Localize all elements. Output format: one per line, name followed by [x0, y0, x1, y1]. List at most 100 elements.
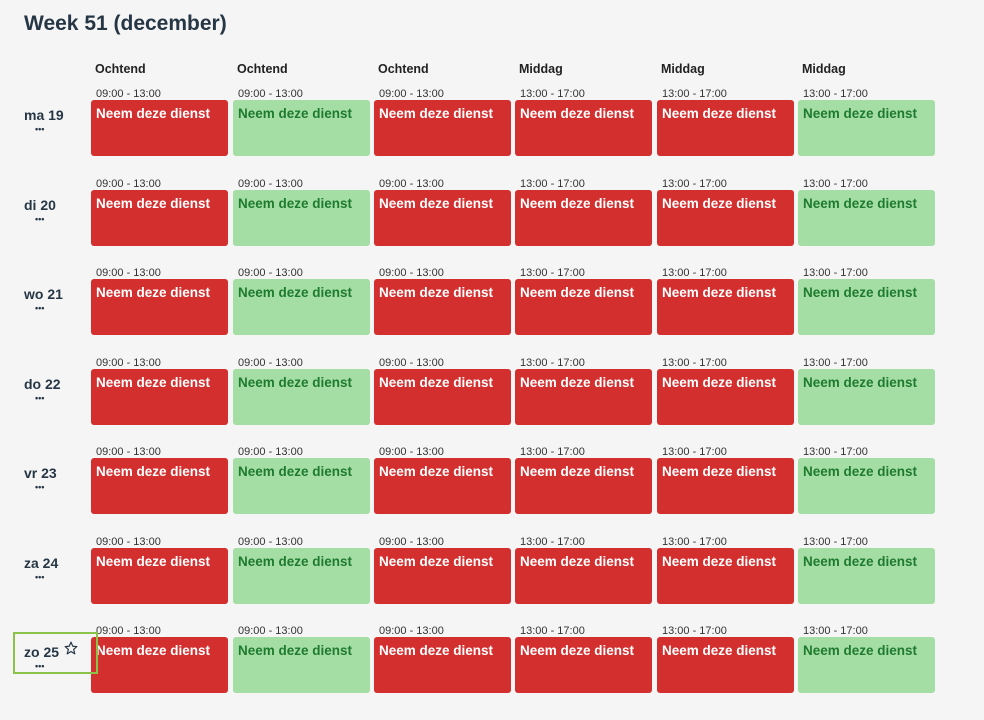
shift-time: 13:00 - 17:00 — [803, 178, 868, 190]
take-shift-button[interactable]: Neem deze dienst — [91, 190, 228, 246]
take-shift-button[interactable]: Neem deze dienst — [798, 548, 935, 604]
day-row: vr 23 ••• 09:00 - 13:00 Neem deze dienst 09:… — [0, 446, 984, 514]
take-shift-button[interactable]: Neem deze dienst — [233, 369, 370, 425]
shift-time: 09:00 - 13:00 — [96, 267, 161, 279]
shift-time: 13:00 - 17:00 — [520, 536, 585, 548]
day-label: zo 25 — [24, 644, 60, 660]
column-header: Ochtend — [237, 62, 288, 76]
take-shift-button[interactable]: Neem deze dienst — [657, 458, 794, 514]
day-label: vr 23 — [24, 465, 57, 481]
shift-time: 13:00 - 17:00 — [803, 88, 868, 100]
take-shift-button[interactable]: Neem deze dienst — [374, 100, 511, 156]
take-shift-button[interactable]: Neem deze dienst — [91, 279, 228, 335]
shift-time: 09:00 - 13:00 — [96, 446, 161, 458]
day-label: do 22 — [24, 376, 61, 392]
take-shift-button[interactable]: Neem deze dienst — [233, 548, 370, 604]
take-shift-button[interactable]: Neem deze dienst — [374, 458, 511, 514]
take-shift-button[interactable]: Neem deze dienst — [798, 637, 935, 693]
more-options-button[interactable]: ••• — [35, 393, 45, 403]
more-options-button[interactable]: ••• — [35, 303, 45, 313]
take-shift-button[interactable]: Neem deze dienst — [657, 279, 794, 335]
take-shift-button[interactable]: Neem deze dienst — [515, 190, 652, 246]
shift-time: 09:00 - 13:00 — [238, 625, 303, 637]
more-options-button[interactable]: ••• — [35, 661, 45, 671]
shift-time: 09:00 - 13:00 — [379, 625, 444, 637]
shift-time: 13:00 - 17:00 — [520, 446, 585, 458]
column-header: Ochtend — [378, 62, 429, 76]
take-shift-button[interactable]: Neem deze dienst — [515, 279, 652, 335]
take-shift-button[interactable]: Neem deze dienst — [657, 548, 794, 604]
take-shift-button[interactable]: Neem deze dienst — [91, 458, 228, 514]
take-shift-button[interactable]: Neem deze dienst — [91, 369, 228, 425]
shift-time: 09:00 - 13:00 — [238, 178, 303, 190]
take-shift-button[interactable]: Neem deze dienst — [515, 637, 652, 693]
day-row: ma 19 ••• 09:00 - 13:00 Neem deze dienst 09:… — [0, 88, 984, 156]
take-shift-button[interactable]: Neem deze dienst — [657, 100, 794, 156]
shift-time: 13:00 - 17:00 — [520, 357, 585, 369]
take-shift-button[interactable]: Neem deze dienst — [91, 100, 228, 156]
take-shift-button[interactable]: Neem deze dienst — [515, 458, 652, 514]
more-options-button[interactable]: ••• — [35, 214, 45, 224]
shift-time: 09:00 - 13:00 — [238, 357, 303, 369]
column-header-row: Ochtend Ochtend Ochtend Middag Middag Middag — [0, 62, 984, 78]
take-shift-button[interactable]: Neem deze dienst — [657, 190, 794, 246]
shift-time: 09:00 - 13:00 — [379, 88, 444, 100]
day-row: do 22 ••• 09:00 - 13:00 Neem deze dienst 09:… — [0, 357, 984, 425]
take-shift-button[interactable]: Neem deze dienst — [233, 190, 370, 246]
shift-time: 13:00 - 17:00 — [520, 88, 585, 100]
take-shift-button[interactable]: Neem deze dienst — [798, 190, 935, 246]
more-options-button[interactable]: ••• — [35, 572, 45, 582]
shift-time: 13:00 - 17:00 — [803, 446, 868, 458]
shift-time: 09:00 - 13:00 — [96, 625, 161, 637]
shift-time: 13:00 - 17:00 — [803, 536, 868, 548]
shift-time: 13:00 - 17:00 — [662, 267, 727, 279]
take-shift-button[interactable]: Neem deze dienst — [798, 369, 935, 425]
shift-time: 09:00 - 13:00 — [96, 536, 161, 548]
shift-time: 09:00 - 13:00 — [96, 357, 161, 369]
shift-time: 09:00 - 13:00 — [96, 88, 161, 100]
shift-time: 09:00 - 13:00 — [379, 446, 444, 458]
take-shift-button[interactable]: Neem deze dienst — [515, 548, 652, 604]
day-row: za 24 ••• 09:00 - 13:00 Neem deze dienst 09:… — [0, 536, 984, 604]
take-shift-button[interactable]: Neem deze dienst — [798, 100, 935, 156]
take-shift-button[interactable]: Neem deze dienst — [374, 637, 511, 693]
day-highlight-box — [13, 632, 98, 674]
take-shift-button[interactable]: Neem deze dienst — [233, 458, 370, 514]
shift-time: 09:00 - 13:00 — [238, 267, 303, 279]
day-row: wo 21 ••• 09:00 - 13:00 Neem deze dienst 09:… — [0, 267, 984, 335]
column-header: Middag — [519, 62, 563, 76]
shift-time: 13:00 - 17:00 — [520, 267, 585, 279]
shift-time: 13:00 - 17:00 — [662, 357, 727, 369]
take-shift-button[interactable]: Neem deze dienst — [798, 279, 935, 335]
take-shift-button[interactable]: Neem deze dienst — [233, 637, 370, 693]
day-label: za 24 — [24, 555, 59, 571]
page-title: Week 51 (december) — [24, 12, 227, 35]
take-shift-button[interactable]: Neem deze dienst — [374, 190, 511, 246]
shift-time: 09:00 - 13:00 — [379, 267, 444, 279]
take-shift-button[interactable]: Neem deze dienst — [233, 100, 370, 156]
take-shift-button[interactable]: Neem deze dienst — [374, 369, 511, 425]
shift-time: 13:00 - 17:00 — [520, 625, 585, 637]
take-shift-button[interactable]: Neem deze dienst — [798, 458, 935, 514]
take-shift-button[interactable]: Neem deze dienst — [91, 548, 228, 604]
star-icon[interactable] — [64, 641, 78, 655]
shift-time: 09:00 - 13:00 — [238, 88, 303, 100]
take-shift-button[interactable]: Neem deze dienst — [515, 369, 652, 425]
take-shift-button[interactable]: Neem deze dienst — [374, 279, 511, 335]
take-shift-button[interactable]: Neem deze dienst — [91, 637, 228, 693]
shift-time: 09:00 - 13:00 — [379, 178, 444, 190]
take-shift-button[interactable]: Neem deze dienst — [515, 100, 652, 156]
shift-time: 13:00 - 17:00 — [803, 267, 868, 279]
more-options-button[interactable]: ••• — [35, 482, 45, 492]
shift-time: 09:00 - 13:00 — [238, 446, 303, 458]
take-shift-button[interactable]: Neem deze dienst — [657, 637, 794, 693]
take-shift-button[interactable]: Neem deze dienst — [657, 369, 794, 425]
shift-time: 13:00 - 17:00 — [520, 178, 585, 190]
shift-time: 13:00 - 17:00 — [662, 625, 727, 637]
take-shift-button[interactable]: Neem deze dienst — [374, 548, 511, 604]
shift-time: 13:00 - 17:00 — [662, 178, 727, 190]
shift-time: 09:00 - 13:00 — [96, 178, 161, 190]
take-shift-button[interactable]: Neem deze dienst — [233, 279, 370, 335]
shift-time: 13:00 - 17:00 — [803, 357, 868, 369]
more-options-button[interactable]: ••• — [35, 124, 45, 134]
